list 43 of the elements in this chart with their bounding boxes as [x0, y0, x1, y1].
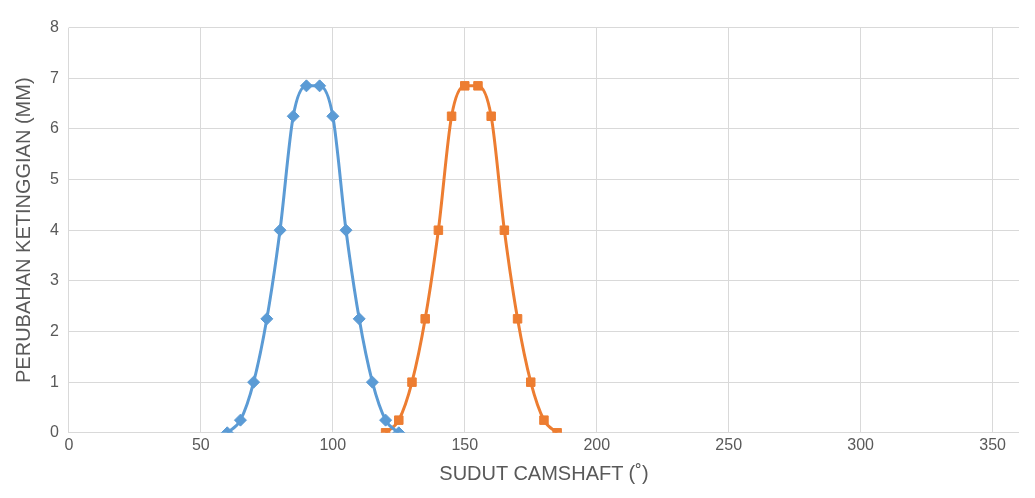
point: [299, 79, 313, 93]
x-tick-label: 100: [319, 435, 347, 453]
y-axis-title: PERUBAHAN KETINGGIAN (MM): [11, 77, 34, 383]
point: [526, 377, 536, 387]
point: [473, 81, 483, 91]
y-tick-label: 7: [49, 68, 59, 86]
point: [273, 223, 287, 237]
point: [433, 225, 444, 235]
x-tick-label: 150: [451, 435, 479, 453]
point: [233, 413, 247, 427]
y-tick-label: 8: [49, 18, 59, 36]
y-tick-label: 4: [49, 220, 59, 238]
x-tick-label: 250: [715, 435, 743, 453]
point: [379, 413, 393, 427]
point: [446, 111, 457, 121]
point: [499, 225, 510, 235]
point: [394, 415, 404, 425]
point: [313, 79, 327, 93]
x-tick-label: 200: [583, 435, 611, 453]
y-tick-label: 1: [49, 372, 59, 390]
point: [352, 312, 366, 326]
point: [326, 109, 340, 123]
point: [407, 377, 417, 387]
point: [486, 111, 496, 121]
point: [365, 375, 379, 389]
point: [420, 314, 430, 324]
y-tick-label: 2: [49, 321, 59, 339]
x-tick-label: 50: [191, 435, 210, 453]
point: [247, 375, 261, 389]
point: [512, 314, 523, 324]
x-tick-label: 350: [979, 435, 1007, 453]
x-tick-label: 0: [64, 435, 74, 453]
point: [539, 415, 549, 425]
point: [286, 109, 300, 123]
point: [460, 81, 470, 91]
y-tick-label: 5: [49, 169, 59, 187]
y-tick-label: 0: [49, 423, 59, 441]
point: [260, 312, 274, 326]
y-tick-label: 6: [49, 119, 59, 137]
x-tick-label: 300: [847, 435, 875, 453]
y-tick-label: 3: [49, 271, 59, 289]
x-axis-title: SUDUT CAMSHAFT (˚): [439, 461, 649, 484]
point: [339, 223, 353, 237]
